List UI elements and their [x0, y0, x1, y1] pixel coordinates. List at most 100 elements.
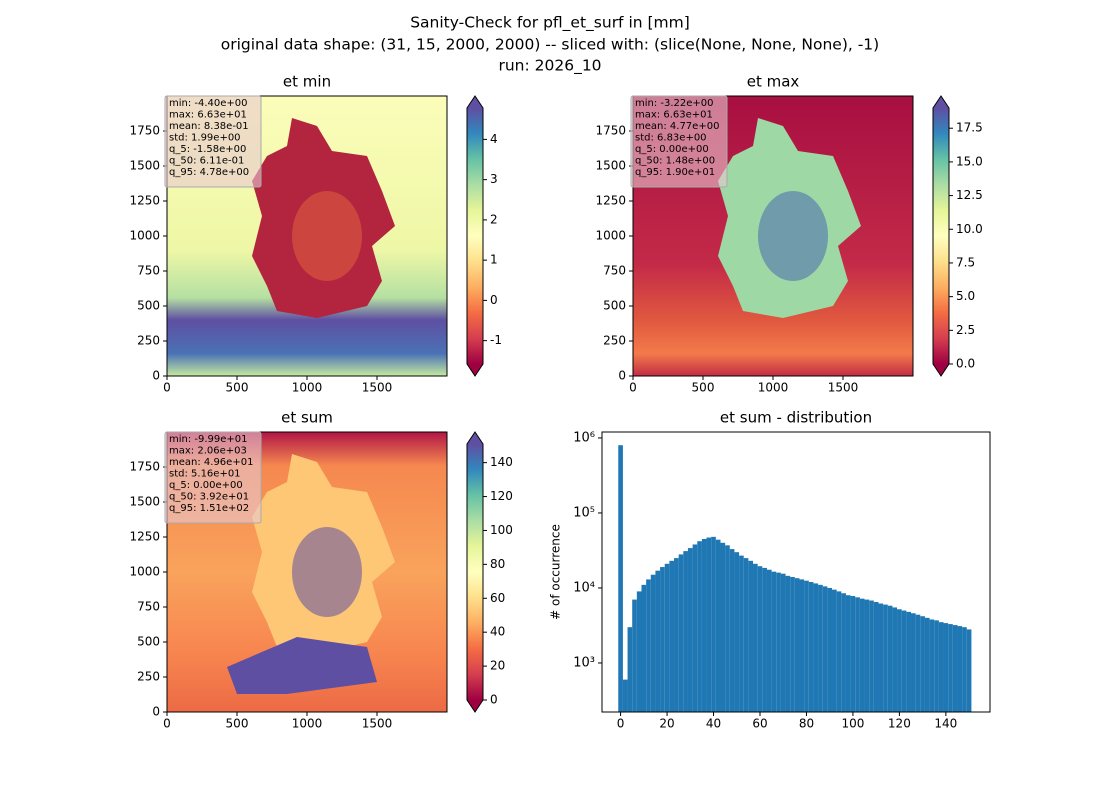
x-tick-label: 140 — [934, 717, 957, 731]
y-tick-label: 750 — [603, 264, 626, 278]
histogram-bar — [771, 571, 777, 712]
histogram-bar — [901, 610, 907, 712]
histogram-bar — [938, 622, 944, 712]
axes-title: et min — [283, 73, 331, 91]
stats-line: mean: 4.96e+01 — [169, 457, 253, 468]
stats-line: max: 6.63e+01 — [635, 110, 713, 121]
x-tick-label: 0 — [163, 717, 171, 731]
y-tick-label: 10⁵ — [573, 505, 595, 520]
x-tick-label: 500 — [226, 717, 249, 731]
stats-line: max: 6.63e+01 — [169, 110, 247, 121]
colorbar-tick-label: 17.5 — [956, 121, 983, 135]
histogram-bar — [687, 548, 693, 712]
colorbar-tick-label: 20 — [490, 659, 505, 673]
x-tick-label: 1000 — [292, 717, 323, 731]
histogram-bar — [841, 593, 846, 712]
colorbar-extend — [467, 96, 483, 108]
histogram-bar — [683, 551, 688, 712]
y-tick-label: 1250 — [129, 194, 160, 208]
histogram-bar — [934, 620, 939, 712]
colorbar — [467, 108, 483, 364]
x-tick-label: 1500 — [828, 381, 859, 395]
y-tick-label: 1500 — [595, 159, 626, 173]
colorbar-tick-label: 3 — [490, 172, 498, 186]
y-tick-label: 1500 — [129, 159, 160, 173]
histogram-bar — [706, 537, 712, 712]
colorbar-tick-label: 4 — [490, 132, 498, 146]
stats-line: q_5: 0.00e+00 — [635, 144, 709, 155]
stats-line: std: 1.99e+00 — [169, 133, 241, 144]
colorbar-tick-label: 60 — [490, 591, 505, 605]
histogram-bar — [739, 555, 744, 712]
histogram-bar — [873, 601, 879, 712]
histogram-bar — [762, 567, 767, 712]
colorbar-tick-label: -1 — [490, 333, 502, 347]
histogram-bar — [669, 560, 675, 712]
y-axis-label: # of occurrence — [549, 524, 563, 620]
x-tick-label: 1000 — [758, 381, 789, 395]
y-tick-label: 1250 — [129, 530, 160, 544]
histogram-bar — [618, 445, 623, 712]
y-tick-label: 500 — [603, 299, 626, 313]
histogram-bar — [711, 536, 716, 712]
x-tick-label: 500 — [692, 381, 715, 395]
histogram-bar — [943, 623, 949, 712]
colorbar-tick-label: 5.0 — [956, 289, 975, 303]
axes-title: et max — [747, 73, 800, 91]
colorbar-tick-label: 100 — [490, 523, 513, 537]
axes-frame — [601, 431, 991, 713]
stats-line: mean: 8.38e-01 — [169, 121, 249, 132]
y-tick-label: 1750 — [129, 460, 160, 474]
x-tick-label: 20 — [659, 717, 674, 731]
histogram-bar — [780, 573, 786, 712]
histogram-bar — [808, 582, 814, 712]
colorbar-tick-label: 40 — [490, 625, 505, 639]
histogram-bar — [836, 591, 842, 712]
histogram-bar — [827, 587, 833, 712]
colorbar-tick-label: 0.0 — [956, 357, 975, 371]
x-tick-label: 80 — [799, 717, 814, 731]
y-tick-label: 1000 — [595, 229, 626, 243]
histogram-bar — [948, 624, 953, 712]
colorbar-tick-label: 80 — [490, 557, 505, 571]
histogram-bar — [897, 609, 902, 712]
heatmap-region — [292, 527, 362, 617]
y-tick-label: 750 — [137, 264, 160, 278]
histogram-bar — [766, 569, 772, 712]
stats-line: min: -9.99e+01 — [169, 434, 248, 445]
x-tick-label: 60 — [752, 717, 767, 731]
histogram-bar — [864, 599, 870, 712]
stats-line: max: 2.06e+03 — [169, 446, 247, 457]
x-tick-label: 1000 — [292, 381, 323, 395]
y-tick-label: 0 — [152, 705, 160, 719]
histogram-bar — [697, 541, 702, 712]
histogram-bar — [966, 629, 972, 712]
y-tick-label: 1000 — [129, 229, 160, 243]
histogram-bar — [734, 552, 740, 712]
stats-line: std: 5.16e+01 — [169, 469, 241, 480]
stats-box — [630, 95, 728, 188]
histogram-bar — [720, 542, 726, 712]
colorbar-tick-label: 15.0 — [956, 154, 983, 168]
histogram-bar — [911, 613, 916, 712]
stats-box — [164, 95, 262, 188]
colorbar-extend — [467, 364, 483, 376]
y-tick-label: 1750 — [129, 124, 160, 138]
x-tick-label: 0 — [629, 381, 637, 395]
colorbar-extend — [933, 96, 949, 108]
histogram-bar — [924, 617, 930, 712]
suptitle: run: 2026_10 — [498, 57, 601, 76]
histogram-bar — [920, 616, 925, 712]
colorbar-tick-label: 0 — [490, 693, 498, 707]
histogram-bar — [743, 558, 749, 712]
histogram-bar — [855, 597, 860, 712]
histogram-bar — [641, 584, 647, 712]
histogram-bar — [799, 579, 805, 712]
stats-line: q_5: 0.00e+00 — [169, 480, 243, 491]
y-tick-label: 10³ — [573, 655, 595, 670]
histogram-bar — [650, 574, 656, 712]
histogram-bar — [701, 538, 707, 712]
histogram-bar — [804, 580, 809, 712]
colorbar-frame — [466, 95, 484, 377]
